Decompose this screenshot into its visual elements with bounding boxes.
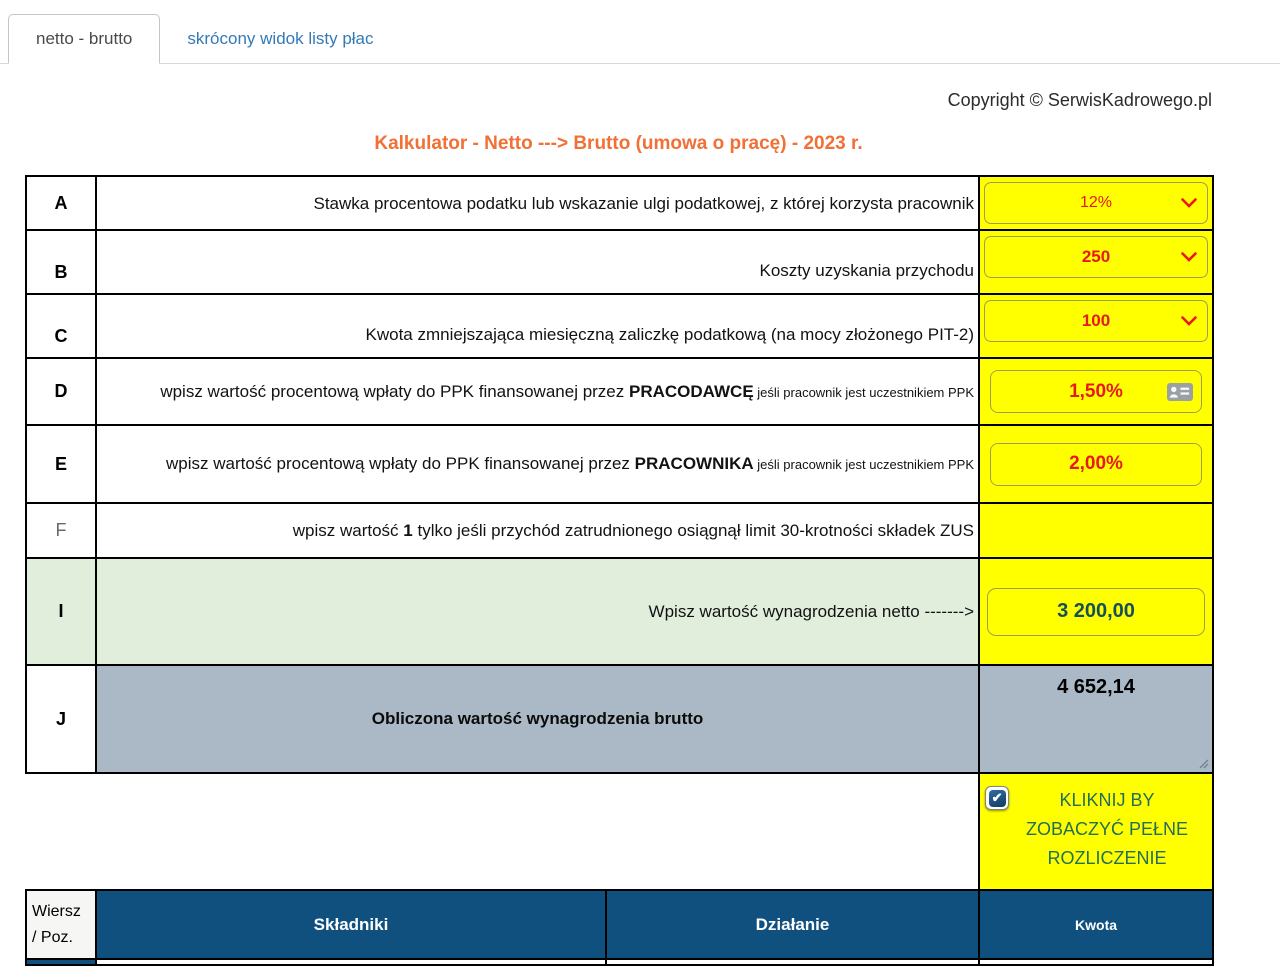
- ppk-employee-input[interactable]: [990, 442, 1203, 486]
- row-b-label: B: [25, 229, 97, 295]
- gross-salary-value: 4 652,14: [1057, 676, 1135, 698]
- results-header-row: Wiersz / Poz. Składniki Działanie Kwota: [25, 889, 1215, 960]
- contact-card-icon[interactable]: [1167, 382, 1194, 401]
- row-e: E wpisz wartość procentową wpłaty do PPK…: [25, 424, 1215, 504]
- row-j-label: J: [25, 664, 97, 774]
- row-f-description: wpisz wartość 1 tylko jeśli przychód zat…: [94, 502, 981, 559]
- full-settlement-checkbox[interactable]: ✔: [985, 786, 1010, 810]
- resize-grip-icon[interactable]: [1199, 759, 1209, 769]
- gross-salary-output[interactable]: 4 652,14: [978, 664, 1215, 774]
- chevron-down-icon: [1181, 252, 1197, 262]
- row-d: D wpisz wartość procentową wpłaty do PPK…: [25, 357, 1215, 426]
- tax-rate-value: 12%: [1080, 194, 1113, 211]
- results-partial-row: [25, 958, 1215, 966]
- toggle-row: ✔ KLIKNIJ BY ZOBACZYĆ PEŁNE ROZLICZENIE: [26, 772, 1215, 891]
- row-c-label: C: [25, 293, 97, 359]
- row-f: F wpisz wartość 1 tylko jeśli przychód z…: [25, 502, 1215, 559]
- row-b-description: Koszty uzyskania przychodu: [94, 229, 981, 295]
- partial-row-cell: [978, 958, 1215, 966]
- results-col-row-position: Wiersz / Poz.: [25, 889, 97, 960]
- tax-reduction-select[interactable]: 100: [984, 300, 1209, 342]
- row-c-description: Kwota zmniejszająca miesięczną zaliczkę …: [94, 293, 981, 359]
- tab-netto-brutto[interactable]: netto - brutto: [8, 14, 161, 64]
- row-i: I Wpisz wartość wynagrodzenia netto ----…: [25, 557, 1215, 666]
- full-settlement-label[interactable]: KLIKNIJ BY ZOBACZYĆ PEŁNE ROZLICZENIE: [1025, 790, 1189, 868]
- tab-skrocony-widok[interactable]: skrócony widok listy płac: [187, 29, 374, 48]
- zus-limit-input[interactable]: [981, 505, 1212, 556]
- partial-row-cell: [95, 958, 607, 966]
- row-i-description: Wpisz wartość wynagrodzenia netto ------…: [94, 557, 981, 666]
- income-cost-select[interactable]: 250: [984, 236, 1209, 278]
- row-d-description: wpisz wartość procentową wpłaty do PPK f…: [94, 357, 981, 426]
- results-col-amount: Kwota: [978, 889, 1215, 960]
- row-e-label: E: [25, 424, 97, 504]
- row-a: A Stawka procentowa podatku lub wskazani…: [25, 175, 1215, 231]
- tax-reduction-value: 100: [1081, 311, 1111, 330]
- results-col-components: Składniki: [95, 889, 607, 960]
- row-j-description: Obliczona wartość wynagrodzenia brutto: [94, 664, 981, 774]
- row-d-label: D: [25, 357, 97, 426]
- partial-row-cell: [604, 958, 981, 966]
- ppk-employer-input[interactable]: [990, 370, 1203, 413]
- row-a-description: Stawka procentowa podatku lub wskazanie …: [94, 175, 981, 231]
- tax-rate-select[interactable]: 12%: [984, 182, 1209, 224]
- chevron-down-icon: [1181, 316, 1197, 326]
- row-e-description: wpisz wartość procentową wpłaty do PPK f…: [94, 424, 981, 504]
- row-f-label: F: [25, 502, 97, 559]
- results-col-operation: Działanie: [604, 889, 981, 960]
- chevron-down-icon: [1181, 198, 1197, 208]
- row-c: C Kwota zmniejszająca miesięczną zaliczk…: [25, 293, 1215, 359]
- page-title: Kalkulator - Netto ---> Brutto (umowa o …: [374, 133, 863, 154]
- calculator-table: A Stawka procentowa podatku lub wskazani…: [25, 175, 1215, 966]
- copyright-text: Copyright © SerwisKadrowego.pl: [947, 90, 1212, 110]
- tab-bar: netto - brutto skrócony widok listy płac: [0, 0, 1280, 64]
- partial-row-label-cell: [25, 958, 97, 966]
- checkmark-icon: ✔: [991, 790, 1003, 805]
- row-j: J Obliczona wartość wynagrodzenia brutto…: [25, 664, 1215, 774]
- empty-cell: [26, 773, 981, 890]
- row-b: B Koszty uzyskania przychodu 250: [25, 229, 1215, 295]
- row-i-label: I: [25, 557, 97, 666]
- full-settlement-toggle[interactable]: ✔ KLIKNIJ BY ZOBACZYĆ PEŁNE ROZLICZENIE: [978, 772, 1215, 891]
- income-cost-value: 250: [1081, 247, 1111, 266]
- row-a-label: A: [25, 175, 97, 231]
- net-salary-input[interactable]: [987, 587, 1206, 636]
